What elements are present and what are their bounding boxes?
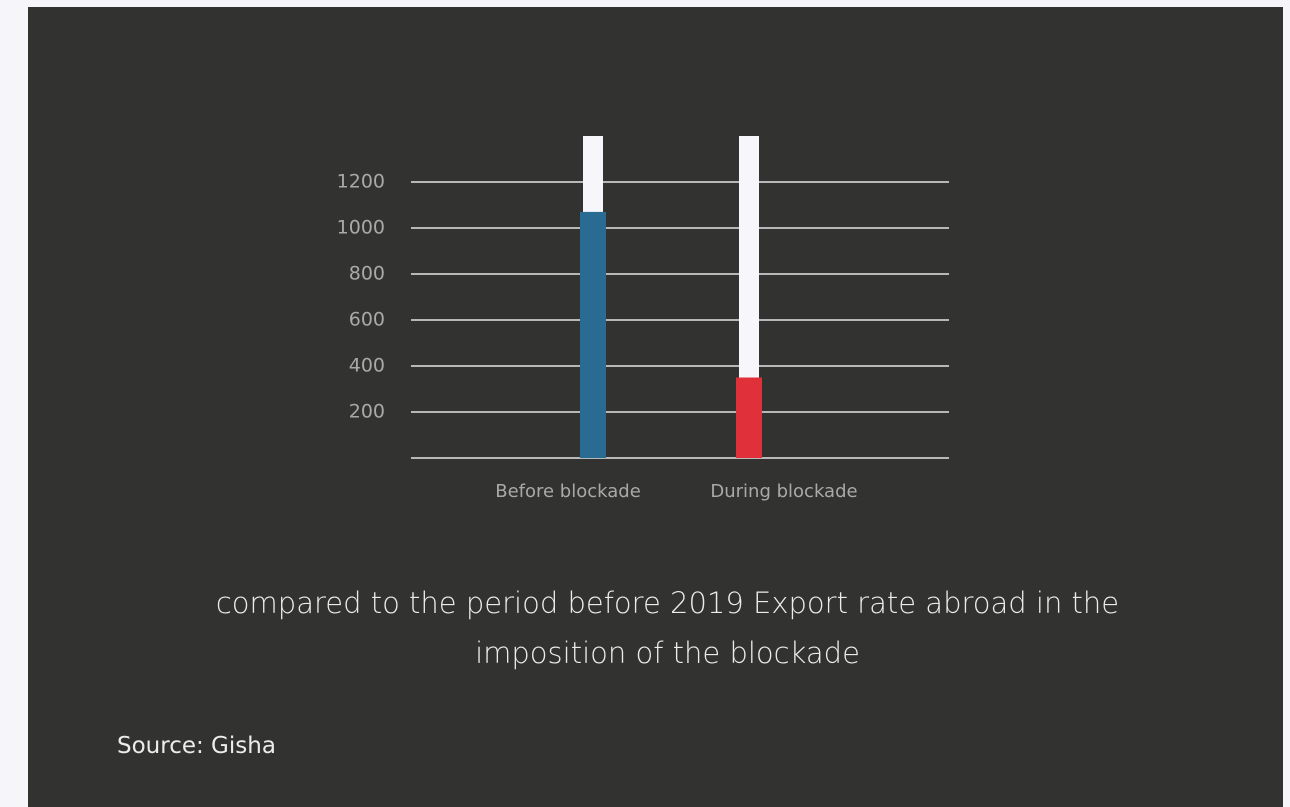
bar: [736, 377, 762, 458]
x-tick-label: During blockade: [710, 481, 857, 502]
y-tick-label: 200: [349, 401, 385, 423]
y-tick-label: 400: [349, 355, 385, 377]
y-tick-label: 1200: [337, 171, 385, 193]
y-tick-label: 1000: [337, 217, 385, 239]
source: Source: Gisha: [117, 733, 276, 759]
y-tick-label: 600: [349, 309, 385, 331]
y-tick-label: 800: [349, 263, 385, 285]
panel: [28, 7, 1283, 807]
bar: [580, 211, 606, 458]
caption: compared to the period before 2019 Expor…: [215, 586, 1120, 670]
x-tick-label: Before blockade: [495, 481, 641, 502]
